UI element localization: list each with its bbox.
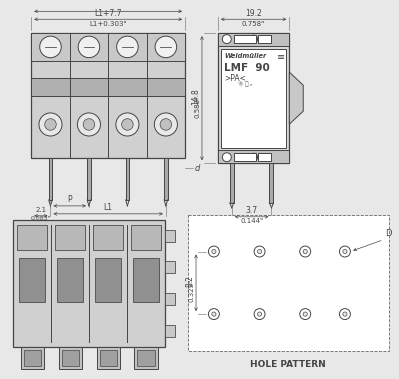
Text: 19.2: 19.2 (245, 9, 262, 18)
Bar (31, 33, 185, 61)
Bar (218, 150, 289, 163)
Bar (165, 293, 175, 305)
Text: >PA<: >PA< (224, 74, 246, 83)
Circle shape (250, 35, 258, 43)
Bar (49, 158, 52, 200)
Text: 8.2: 8.2 (186, 275, 195, 287)
Text: HOLE PATTERN: HOLE PATTERN (251, 360, 326, 369)
Circle shape (40, 36, 61, 58)
Text: L1+7.7: L1+7.7 (95, 9, 122, 18)
Bar (258, 153, 271, 161)
Circle shape (39, 113, 62, 136)
Bar (165, 230, 175, 242)
Text: L1: L1 (104, 203, 113, 212)
Circle shape (300, 246, 311, 257)
Text: ≡: ≡ (277, 52, 285, 62)
Circle shape (340, 309, 350, 319)
Bar (188, 215, 389, 351)
Circle shape (254, 246, 265, 257)
Circle shape (117, 36, 138, 58)
Circle shape (212, 249, 216, 254)
Circle shape (160, 119, 172, 130)
Text: D: D (385, 229, 392, 238)
Bar (138, 350, 155, 366)
Bar (165, 262, 175, 273)
Text: 2.1: 2.1 (35, 207, 46, 213)
Bar (19, 258, 45, 302)
Circle shape (343, 249, 347, 254)
Bar (221, 49, 286, 147)
Text: 0.144": 0.144" (240, 218, 263, 224)
Bar (134, 347, 158, 369)
Bar (126, 158, 129, 200)
Bar (21, 347, 44, 369)
Text: 14.8: 14.8 (192, 88, 200, 105)
Bar (258, 35, 271, 43)
Text: 0.758": 0.758" (242, 21, 265, 27)
Circle shape (254, 309, 265, 319)
Circle shape (116, 113, 139, 136)
Text: 3.7: 3.7 (245, 206, 258, 215)
Circle shape (303, 312, 307, 316)
Circle shape (122, 119, 133, 130)
Text: LMF  90: LMF 90 (224, 63, 270, 73)
Circle shape (257, 312, 262, 316)
Circle shape (340, 246, 350, 257)
Circle shape (77, 113, 101, 136)
Bar (99, 350, 117, 366)
Text: d: d (195, 164, 200, 173)
Circle shape (257, 249, 262, 254)
Circle shape (155, 36, 177, 58)
Circle shape (250, 153, 258, 161)
Bar (234, 153, 256, 161)
Text: ® ⓡ ₑ: ® ⓡ ₑ (238, 81, 252, 87)
Bar (55, 225, 85, 250)
Circle shape (208, 246, 219, 257)
Bar (165, 325, 175, 337)
Bar (31, 33, 185, 158)
Bar (57, 258, 83, 302)
Circle shape (300, 309, 311, 319)
Bar (17, 225, 47, 250)
Bar (97, 347, 120, 369)
Bar (24, 350, 41, 366)
Polygon shape (289, 72, 303, 124)
Bar (95, 258, 121, 302)
Bar (164, 158, 168, 200)
Text: 0.083": 0.083" (31, 216, 51, 221)
Text: 0.583": 0.583" (194, 94, 200, 118)
Circle shape (154, 113, 178, 136)
Circle shape (83, 119, 95, 130)
Circle shape (208, 309, 219, 319)
Bar (93, 225, 123, 250)
Text: L1+0.303": L1+0.303" (89, 21, 127, 27)
Bar (59, 347, 82, 369)
Circle shape (45, 119, 56, 130)
Bar (87, 158, 91, 200)
Circle shape (78, 36, 100, 58)
Bar (218, 33, 289, 46)
Bar (234, 35, 256, 43)
Circle shape (222, 153, 231, 162)
Bar (230, 163, 234, 203)
Circle shape (343, 312, 347, 316)
Circle shape (212, 312, 216, 316)
Text: Weidmüller: Weidmüller (224, 53, 266, 59)
Circle shape (222, 34, 231, 44)
Text: P: P (67, 196, 72, 204)
Bar (61, 350, 79, 366)
Bar (269, 163, 273, 203)
Bar (131, 225, 161, 250)
Bar (218, 33, 289, 163)
Bar (133, 258, 159, 302)
Text: 0.323": 0.323" (189, 279, 195, 302)
Circle shape (303, 249, 307, 254)
Bar (31, 78, 185, 96)
Bar (14, 220, 165, 347)
